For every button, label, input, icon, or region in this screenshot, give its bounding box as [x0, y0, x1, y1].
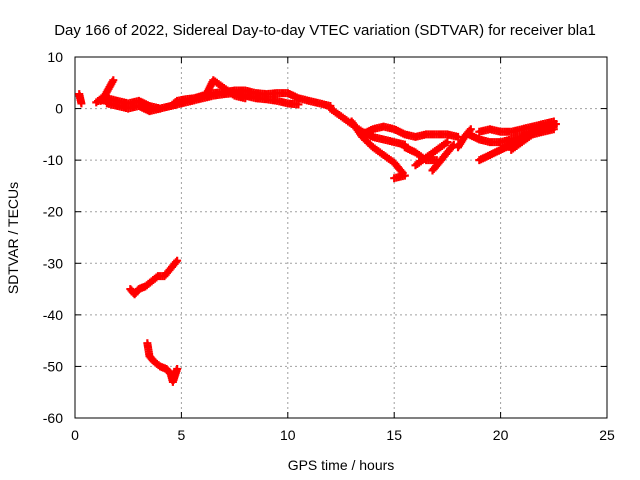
y-tick-label: -30 — [43, 255, 63, 271]
data-point — [241, 94, 250, 103]
data-points — [75, 76, 560, 386]
data-point — [109, 76, 118, 85]
data-point — [77, 99, 86, 108]
y-tick-label: -20 — [43, 204, 63, 220]
y-axis-label: SDTVAR / TECUs — [5, 182, 21, 294]
data-point — [173, 365, 182, 374]
data-point — [156, 104, 165, 113]
data-point — [443, 138, 452, 147]
x-tick-label: 20 — [493, 427, 509, 443]
y-tick-label: 10 — [47, 49, 63, 65]
y-tick-label: -50 — [43, 358, 63, 374]
y-tick-label: -40 — [43, 307, 63, 323]
x-tick-label: 0 — [71, 427, 79, 443]
x-tick-label: 25 — [599, 427, 615, 443]
x-tick-label: 5 — [178, 427, 186, 443]
y-tick-label: 0 — [55, 101, 63, 117]
x-axis-label: GPS time / hours — [288, 457, 395, 473]
data-point — [400, 171, 409, 180]
grid-lines — [75, 57, 607, 418]
plot-frame — [74, 56, 608, 419]
x-tick-label: 15 — [386, 427, 402, 443]
data-point — [294, 100, 303, 109]
axis-ticks: 0 5 10 15 20 25 10 0 -10 -20 -30 -40 -50 -60 — [43, 49, 615, 443]
data-point — [551, 120, 560, 129]
y-tick-label: -60 — [43, 410, 63, 426]
data-point — [171, 258, 180, 267]
y-tick-label: -10 — [43, 152, 63, 168]
chart-title: Day 166 of 2022, Sidereal Day-to-day VTE… — [54, 22, 596, 39]
data-point — [173, 256, 182, 265]
x-tick-label: 10 — [280, 427, 296, 443]
